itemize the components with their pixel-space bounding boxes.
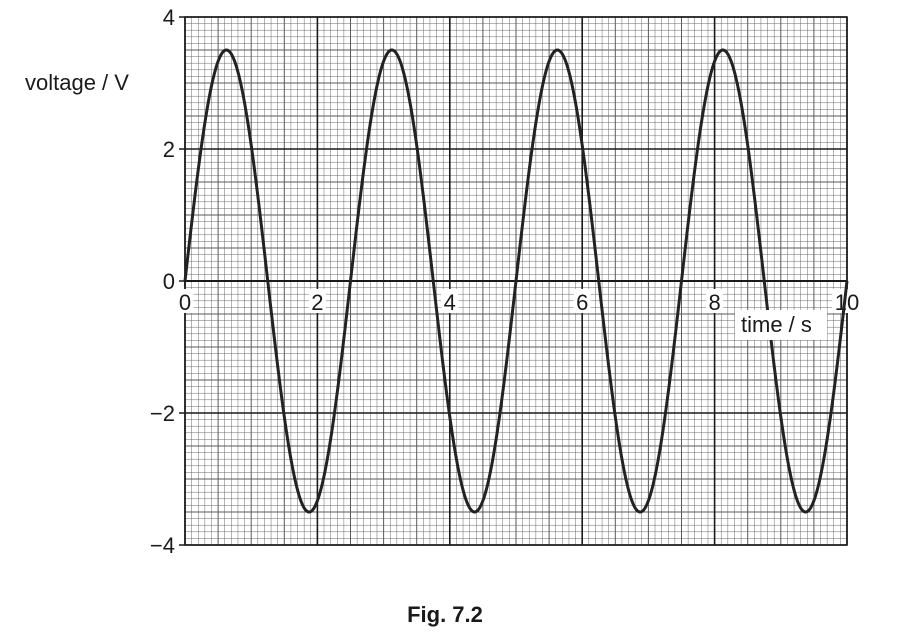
x-tick-label: 6 bbox=[576, 290, 588, 315]
xlabel-background bbox=[735, 310, 827, 340]
x-tick-labels: 0 2 4 6 8 10 bbox=[176, 281, 862, 315]
xlabel: time / s bbox=[741, 312, 812, 337]
y-tick-label: −2 bbox=[150, 401, 175, 426]
voltage-sine-curve bbox=[183, 48, 849, 514]
y-tick-label: 0 bbox=[163, 269, 175, 294]
y-tick-labels: 4 2 0 −2 −4 bbox=[150, 5, 185, 558]
x-tick-label-background bbox=[176, 289, 194, 313]
x-tick-label-background bbox=[573, 289, 591, 313]
x-tick-label-background bbox=[706, 289, 724, 313]
x-tick-label: 2 bbox=[311, 290, 323, 315]
y-tick-label: 2 bbox=[163, 137, 175, 162]
x-tick-label: 0 bbox=[179, 290, 191, 315]
x-tick-label-background bbox=[441, 289, 459, 313]
x-tick-label: 8 bbox=[708, 290, 720, 315]
y-tick-label: 4 bbox=[163, 5, 175, 30]
y-tick-label: −4 bbox=[150, 533, 175, 558]
ylabel: voltage / V bbox=[25, 70, 129, 95]
x-tick-label: 4 bbox=[444, 290, 456, 315]
x-tick-label-background bbox=[308, 289, 326, 313]
figure-caption: Fig. 7.2 bbox=[407, 602, 483, 627]
